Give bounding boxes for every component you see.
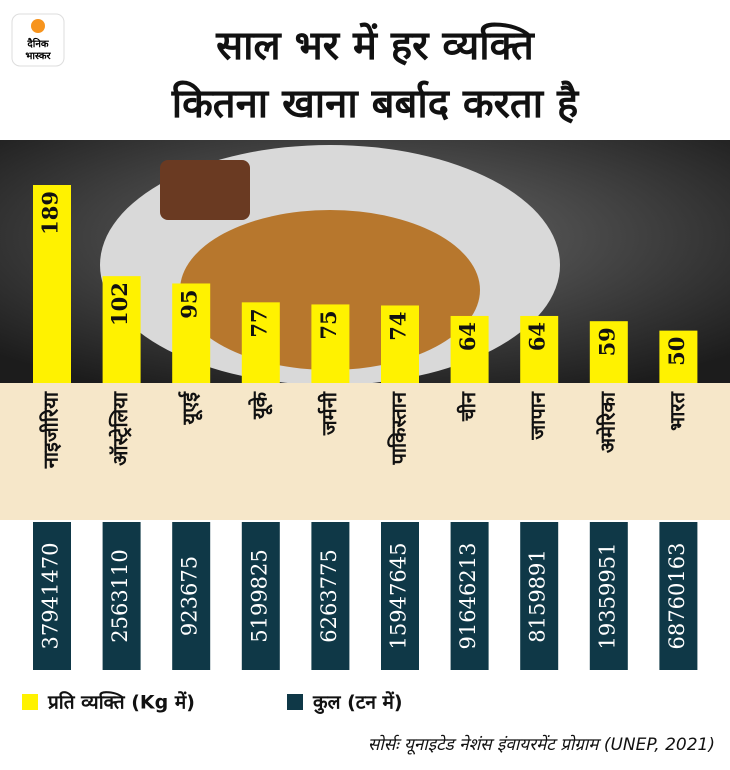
total-box (102, 522, 141, 670)
bar (102, 276, 141, 383)
category-band (0, 383, 730, 520)
total-label: 5199825 (247, 549, 271, 643)
category-label: ऑस्ट्रेलिया (108, 391, 132, 466)
total-box (172, 522, 211, 670)
category-label: यूके (247, 390, 272, 420)
logo-text: भास्कर (25, 51, 51, 62)
category-label: यूएई (178, 391, 203, 426)
value-label: 75 (316, 310, 341, 339)
value-label: 189 (38, 191, 63, 235)
logo (11, 13, 65, 67)
total-label: 15947645 (387, 543, 411, 650)
total-box (450, 522, 489, 670)
legend-swatch (287, 694, 303, 710)
category-label: अमेरिका (595, 391, 619, 453)
value-label: 50 (664, 337, 689, 366)
category-label: जापान (526, 391, 550, 441)
legend-label: प्रति व्यक्ति (Kg में) (47, 691, 195, 714)
bar (659, 330, 698, 383)
value-label: 102 (107, 282, 132, 326)
bar (172, 283, 211, 383)
chart-title: साल भर में हर व्यक्ति (215, 22, 535, 69)
category-label: चीन (456, 391, 480, 422)
total-box (659, 522, 698, 670)
total-label: 68760163 (665, 543, 689, 650)
bar (450, 315, 489, 383)
total-box (520, 522, 559, 670)
bar (241, 302, 280, 383)
total-box (311, 522, 350, 670)
category-label: नाइजीरिया (39, 391, 63, 469)
total-label: 37941470 (39, 543, 63, 650)
total-box (381, 522, 419, 670)
category-label: जर्मनी (317, 391, 341, 436)
value-label: 74 (386, 311, 411, 340)
bar (33, 185, 71, 383)
food (160, 160, 250, 220)
category-label: भारत (665, 390, 689, 430)
source: सोर्सः यूनाइटेड नेशंस इंवायरमेंट प्रोग्र… (368, 734, 715, 755)
value-label: 59 (594, 327, 619, 356)
chart-title: कितना खाना बर्बाद करता है (171, 80, 580, 127)
category-label: पाकिस्तान (387, 391, 411, 465)
total-label: 8159891 (526, 549, 550, 643)
legend-label: कुल (टन में) (312, 691, 403, 715)
legend-swatch (22, 694, 38, 710)
value-label: 64 (455, 322, 480, 351)
bar (381, 305, 419, 383)
logo-sun (31, 19, 45, 33)
value-label: 64 (525, 322, 550, 351)
value-label: 77 (246, 308, 271, 337)
total-box (33, 522, 71, 670)
logo-text: दैनिक (26, 37, 49, 50)
total-label: 6263775 (317, 549, 341, 643)
value-label: 95 (177, 289, 202, 318)
total-box (241, 522, 280, 670)
total-label: 19359951 (595, 543, 619, 650)
total-box (589, 522, 628, 670)
total-label: 2563110 (108, 549, 132, 643)
bar (311, 304, 350, 383)
total-label: 923675 (178, 556, 202, 636)
total-label: 91646213 (456, 543, 480, 650)
bar (589, 321, 628, 383)
bar (520, 315, 559, 383)
